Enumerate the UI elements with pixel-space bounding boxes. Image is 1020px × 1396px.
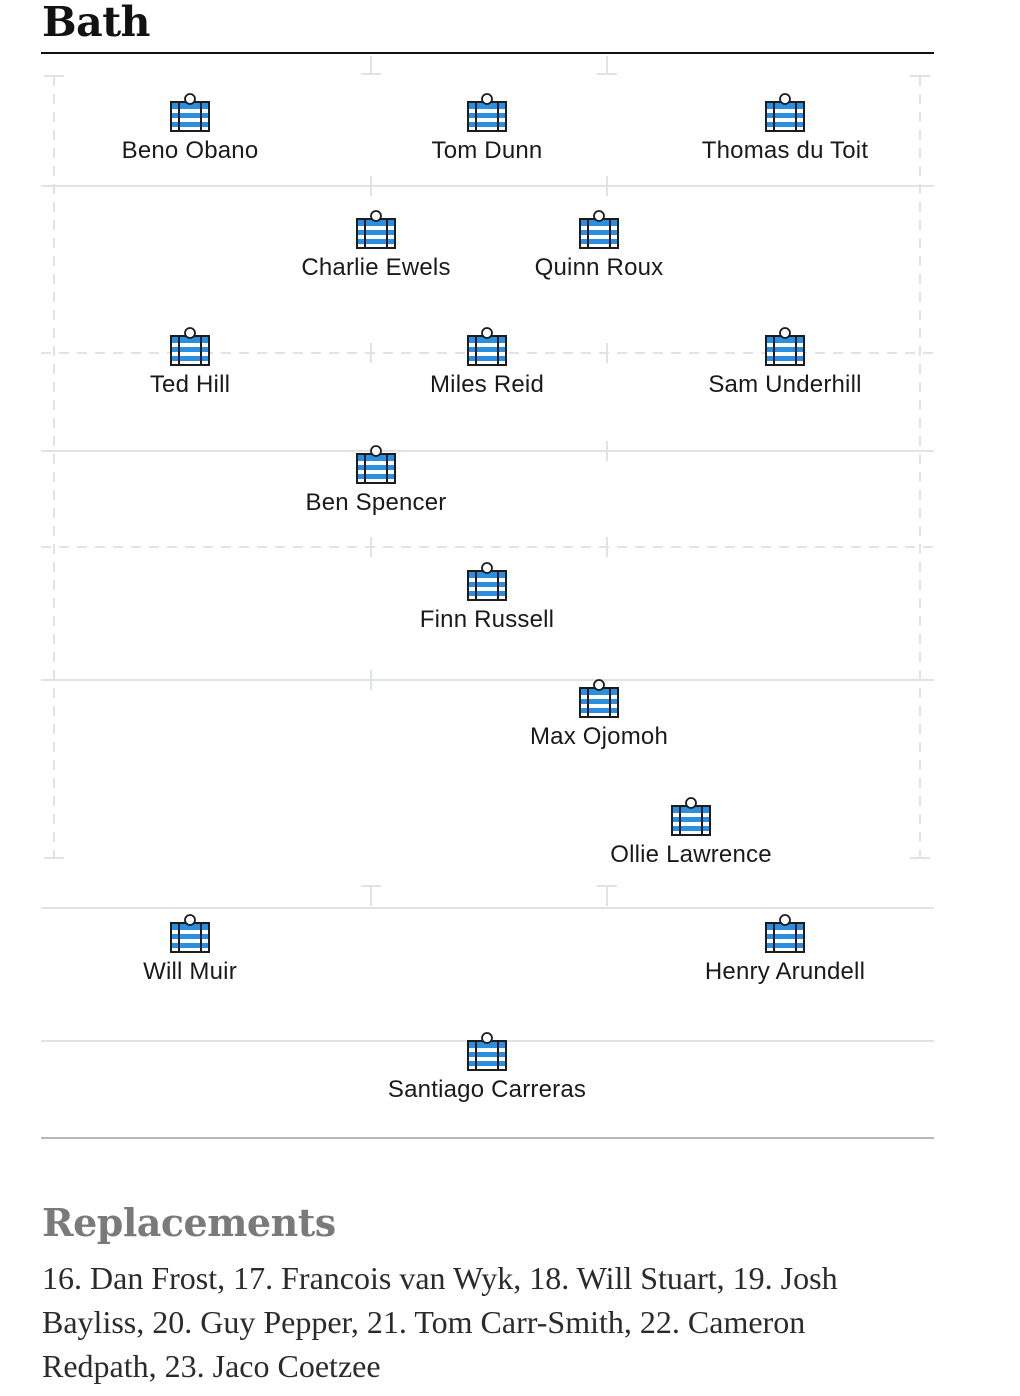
- jersey-icon: [763, 327, 807, 367]
- player-15: Santiago Carreras: [347, 1032, 627, 1104]
- player-5: Quinn Roux: [459, 210, 739, 282]
- player-13: Ollie Lawrence: [551, 797, 831, 869]
- jersey-icon: [354, 445, 398, 485]
- replacements-title: Replacements: [42, 1200, 336, 1245]
- player-name: Finn Russell: [419, 606, 555, 633]
- jersey-icon: [465, 93, 509, 133]
- player-name: Ben Spencer: [305, 489, 447, 516]
- player-name: Thomas du Toit: [701, 137, 869, 164]
- player-4: Charlie Ewels: [236, 210, 516, 282]
- player-name: Santiago Carreras: [387, 1076, 587, 1103]
- player-1: Beno Obano: [50, 93, 330, 165]
- player-name: Max Ojomoh: [529, 723, 669, 750]
- player-12: Max Ojomoh: [459, 679, 739, 751]
- replacements-list: 16. Dan Frost, 17. Francois van Wyk, 18.…: [42, 1260, 838, 1384]
- player-name: Ollie Lawrence: [610, 841, 772, 868]
- jersey-icon: [465, 562, 509, 602]
- jersey-icon: [168, 914, 212, 954]
- player-10: Finn Russell: [347, 562, 627, 634]
- team-title: Bath: [42, 0, 150, 46]
- player-name: Henry Arundell: [704, 958, 866, 985]
- jersey-icon: [168, 327, 212, 367]
- jersey-icon: [577, 210, 621, 250]
- player-9: Ben Spencer: [236, 445, 516, 517]
- jersey-icon: [577, 679, 621, 719]
- player-name: Quinn Roux: [534, 254, 664, 281]
- player-8: Miles Reid: [347, 327, 627, 399]
- player-name: Tom Dunn: [431, 137, 543, 164]
- jersey-icon: [465, 327, 509, 367]
- jersey-icon: [168, 93, 212, 133]
- jersey-icon: [354, 210, 398, 250]
- jersey-icon: [763, 93, 807, 133]
- player-2: Tom Dunn: [347, 93, 627, 165]
- player-11: Will Muir: [50, 914, 330, 986]
- bottom-rule: [41, 1137, 934, 1139]
- player-14: Henry Arundell: [645, 914, 925, 986]
- player-6: Ted Hill: [50, 327, 330, 399]
- title-rule: [41, 52, 934, 54]
- player-name: Charlie Ewels: [301, 254, 451, 281]
- player-3: Thomas du Toit: [645, 93, 925, 165]
- player-name: Will Muir: [143, 958, 237, 985]
- player-name: Ted Hill: [149, 371, 231, 398]
- player-name: Miles Reid: [429, 371, 545, 398]
- jersey-icon: [669, 797, 713, 837]
- player-name: Sam Underhill: [708, 371, 862, 398]
- player-7: Sam Underhill: [645, 327, 925, 399]
- player-name: Beno Obano: [121, 137, 259, 164]
- jersey-icon: [763, 914, 807, 954]
- jersey-icon: [465, 1032, 509, 1072]
